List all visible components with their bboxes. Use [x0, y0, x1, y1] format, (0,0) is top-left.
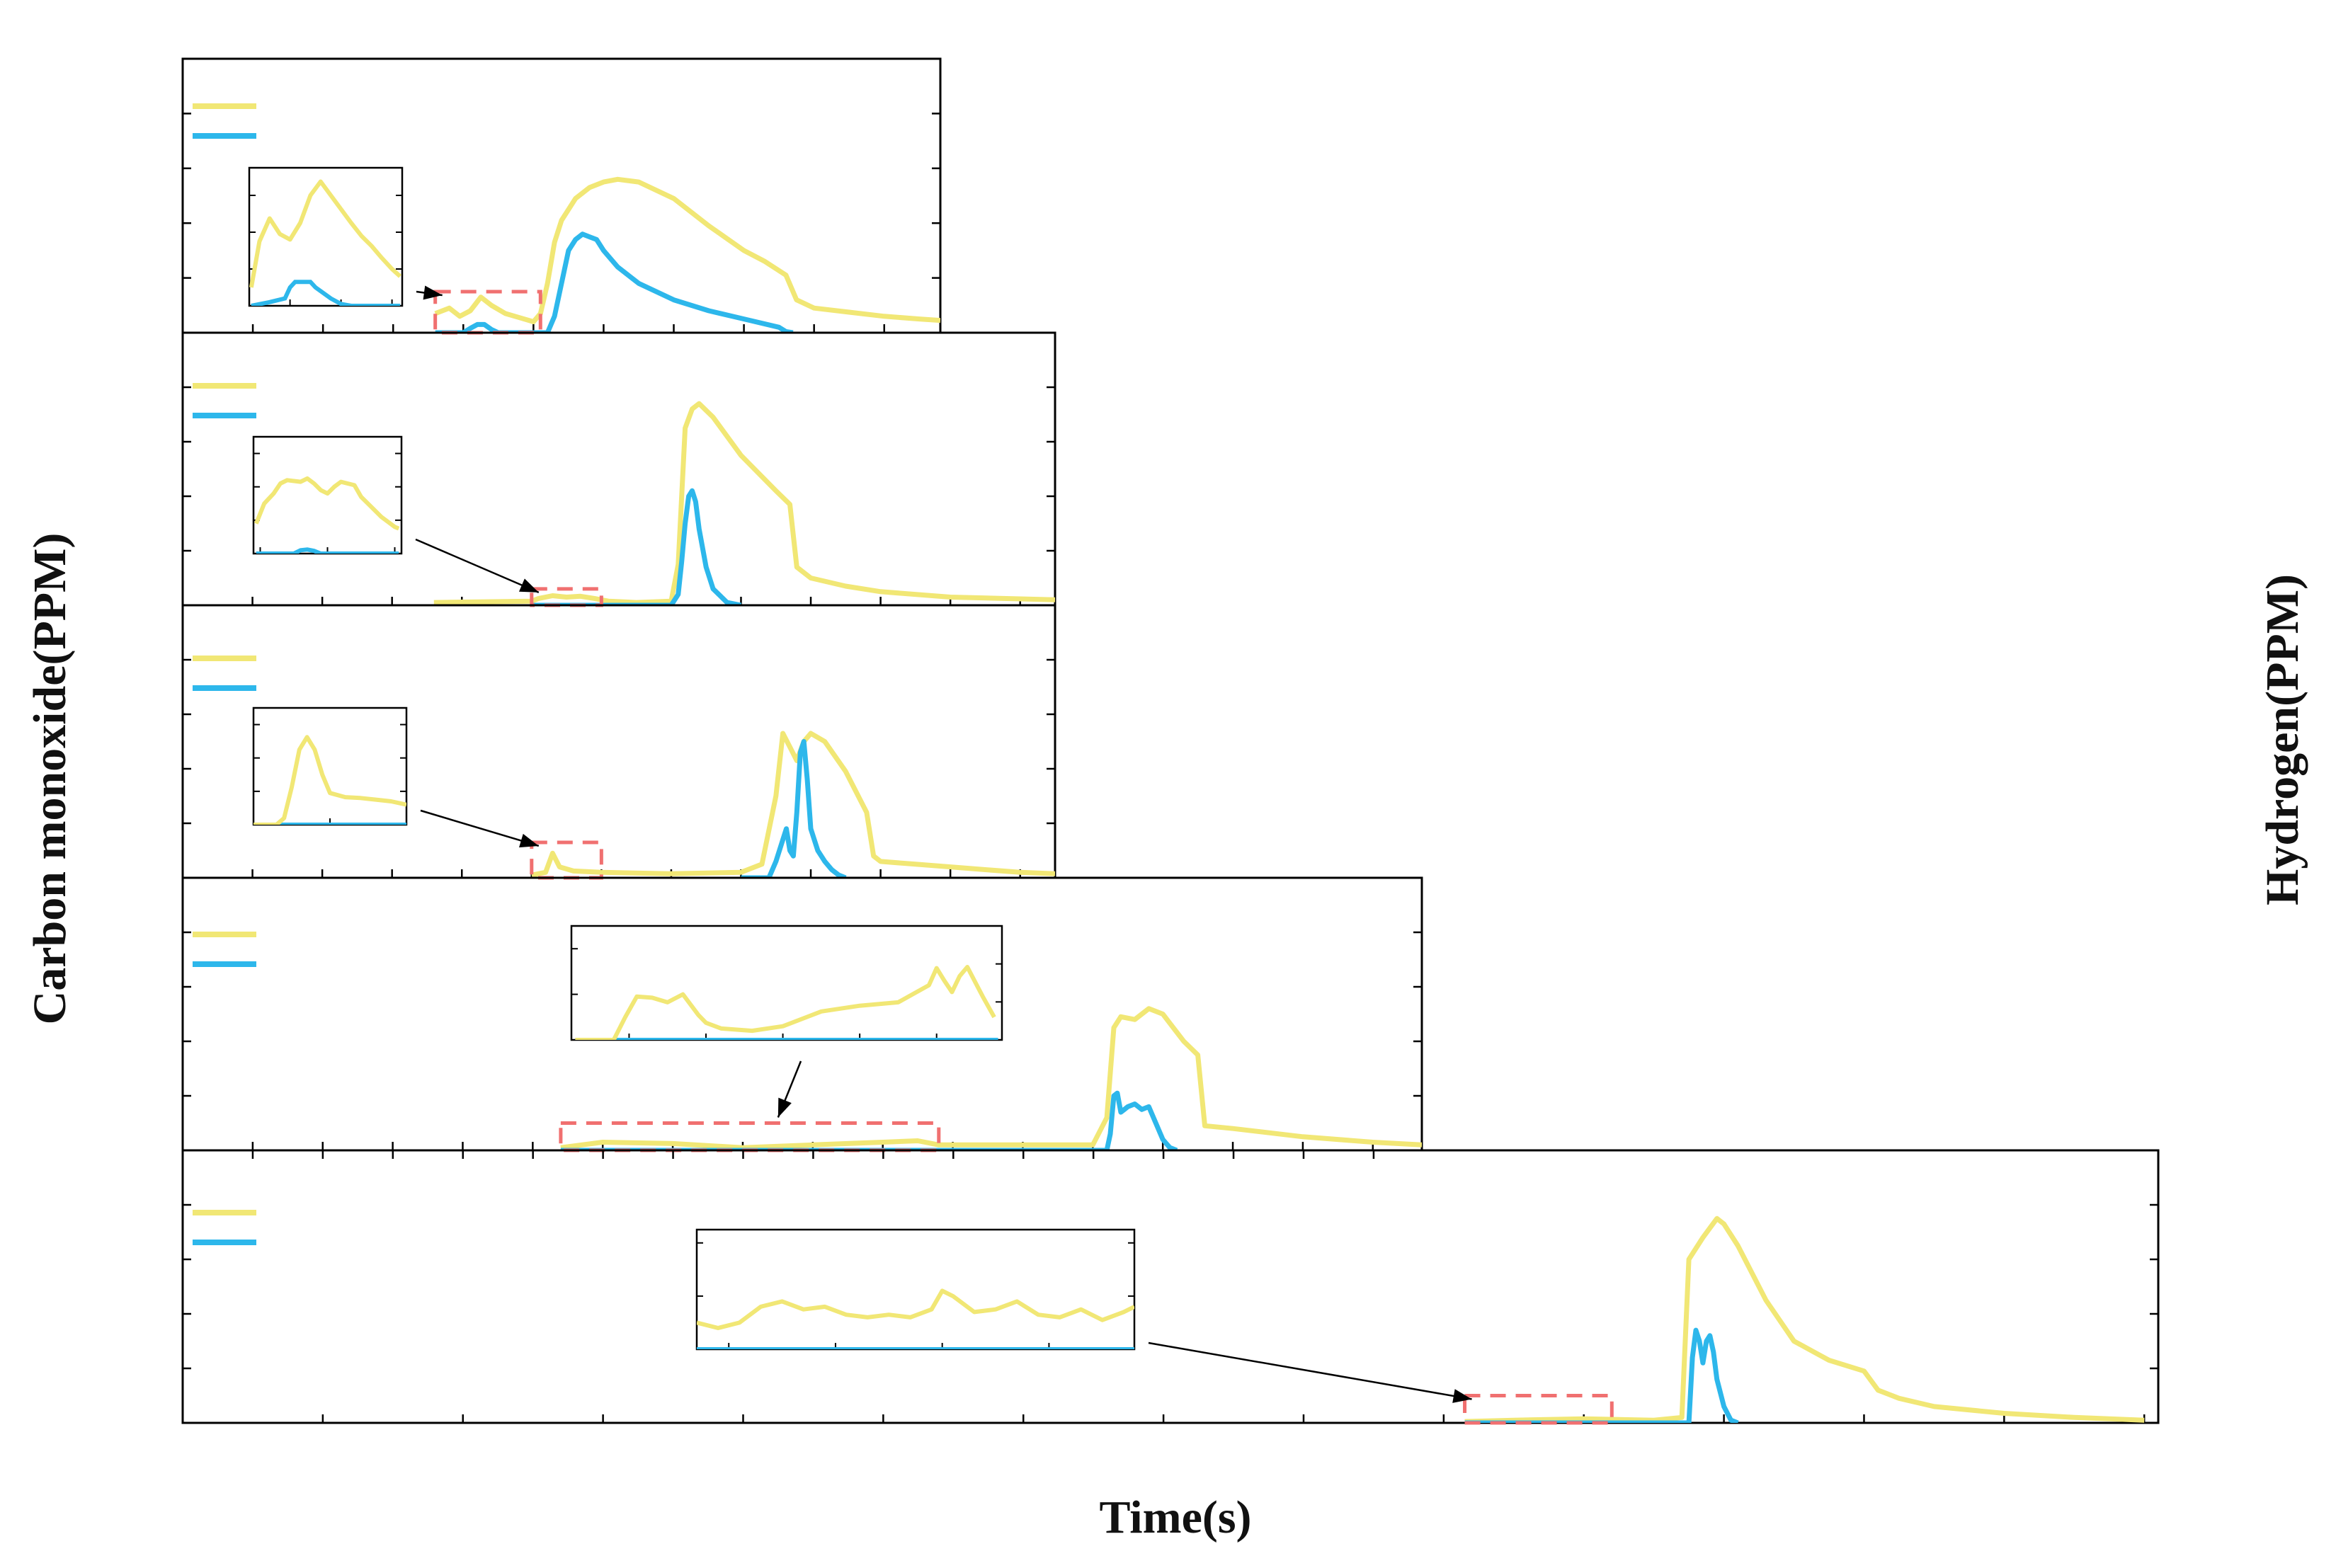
zoom-arrow-head: [519, 833, 539, 848]
panel-d: [181, 876, 1423, 1152]
co-series-line: [560, 1006, 1422, 1150]
zoom-arrow-line: [1148, 1341, 1472, 1400]
panel-e: [181, 1149, 2160, 1425]
zoom-arrow-line: [415, 538, 540, 594]
h2-series-line: [1464, 1327, 1739, 1423]
zoom-arrow-head: [777, 1097, 792, 1118]
inset-co-line: [575, 965, 996, 1040]
zoom-highlight-box: [1463, 1394, 1614, 1425]
inset-chart: [252, 435, 403, 555]
h2-series-line: [741, 739, 847, 878]
inset-chart: [570, 925, 1003, 1041]
zoom-highlight-box: [433, 290, 542, 335]
zoom-arrow-line: [420, 809, 540, 847]
zoom-highlight-box: [530, 587, 603, 607]
zoom-arrow-head: [1452, 1389, 1472, 1403]
co-series-line: [531, 731, 1055, 878]
inset-co-line: [254, 476, 400, 531]
inset-co-line: [249, 179, 402, 288]
inset-h2-line: [251, 280, 401, 306]
inset-frame: [248, 166, 404, 307]
x-axis-title: Time(s): [1099, 1492, 1251, 1543]
panel-b: [181, 331, 1056, 607]
co-series-line: [433, 401, 1055, 605]
h2-series-line: [435, 231, 794, 333]
inset-co-line: [253, 735, 406, 825]
zoom-arrow-head: [518, 578, 539, 593]
inset-frame: [252, 706, 408, 826]
inset-chart: [248, 166, 404, 307]
co-series-line: [434, 176, 940, 324]
left-axis-title: Carbon monoxide(PPM): [24, 533, 76, 1025]
right-axis-title: Hydrogen(PPM): [2257, 574, 2308, 905]
panel-c: [181, 604, 1056, 880]
h2-series-line: [531, 488, 742, 605]
panels: [181, 57, 2160, 1425]
inset-chart: [252, 706, 408, 826]
plot-frame: [181, 1149, 2160, 1424]
co-series-line: [1464, 1215, 2145, 1423]
inset-h2-line: [256, 547, 399, 554]
inset-frame: [695, 1228, 1136, 1351]
inset-chart: [695, 1228, 1136, 1351]
zoom-arrow-head: [423, 285, 443, 300]
h2-series-line: [560, 1090, 1178, 1150]
panel-a: [181, 57, 942, 335]
inset-co-line: [697, 1288, 1134, 1330]
